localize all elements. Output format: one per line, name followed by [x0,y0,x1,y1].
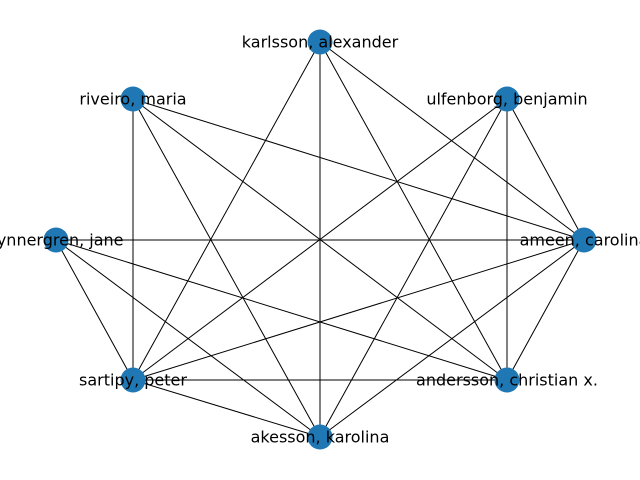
node-synnergren [43,227,69,253]
node-karlsson [307,29,333,55]
node-akesson [307,424,333,450]
edge-andersson-synnergren [55,239,508,381]
edge-akesson-sartipy [132,379,321,438]
node-label-akesson: akesson, karolina [251,428,390,447]
node-label-riveiro: riveiro, maria [79,90,186,109]
edge-karlsson-sartipy [132,41,321,381]
node-label-ameen: ameen, carolina [520,231,640,250]
node-riveiro [120,86,146,112]
edge-sartipy-synnergren [55,239,134,381]
edges-layer [55,41,585,438]
node-ameen [571,227,597,253]
node-label-ulfenborg: ulfenborg, benjamin [426,90,587,109]
edge-akesson-synnergren [55,239,321,438]
edge-ulfenborg-akesson [319,98,508,438]
node-label-sartipy: sartipy, peter [79,371,187,390]
edge-ameen-andersson [506,239,585,381]
node-sartipy [120,367,146,393]
labels-layer: karlsson, alexander ulfenborg, benjamin am… [0,33,640,447]
node-label-synnergren: synnergren, jane [0,231,124,250]
edge-ameen-sartipy [132,239,585,381]
edge-andersson-riveiro [132,98,508,381]
node-label-karlsson: karlsson, alexander [242,33,399,52]
nodes-layer [43,29,597,450]
edge-karlsson-ameen [319,41,585,241]
edge-karlsson-andersson [319,41,508,381]
edge-ameen-riveiro [132,98,585,241]
node-andersson [494,367,520,393]
edge-akesson-riveiro [132,98,321,438]
node-label-andersson: andersson, christian x. [416,371,598,390]
node-ulfenborg [494,86,520,112]
edge-ulfenborg-ameen [506,98,585,241]
